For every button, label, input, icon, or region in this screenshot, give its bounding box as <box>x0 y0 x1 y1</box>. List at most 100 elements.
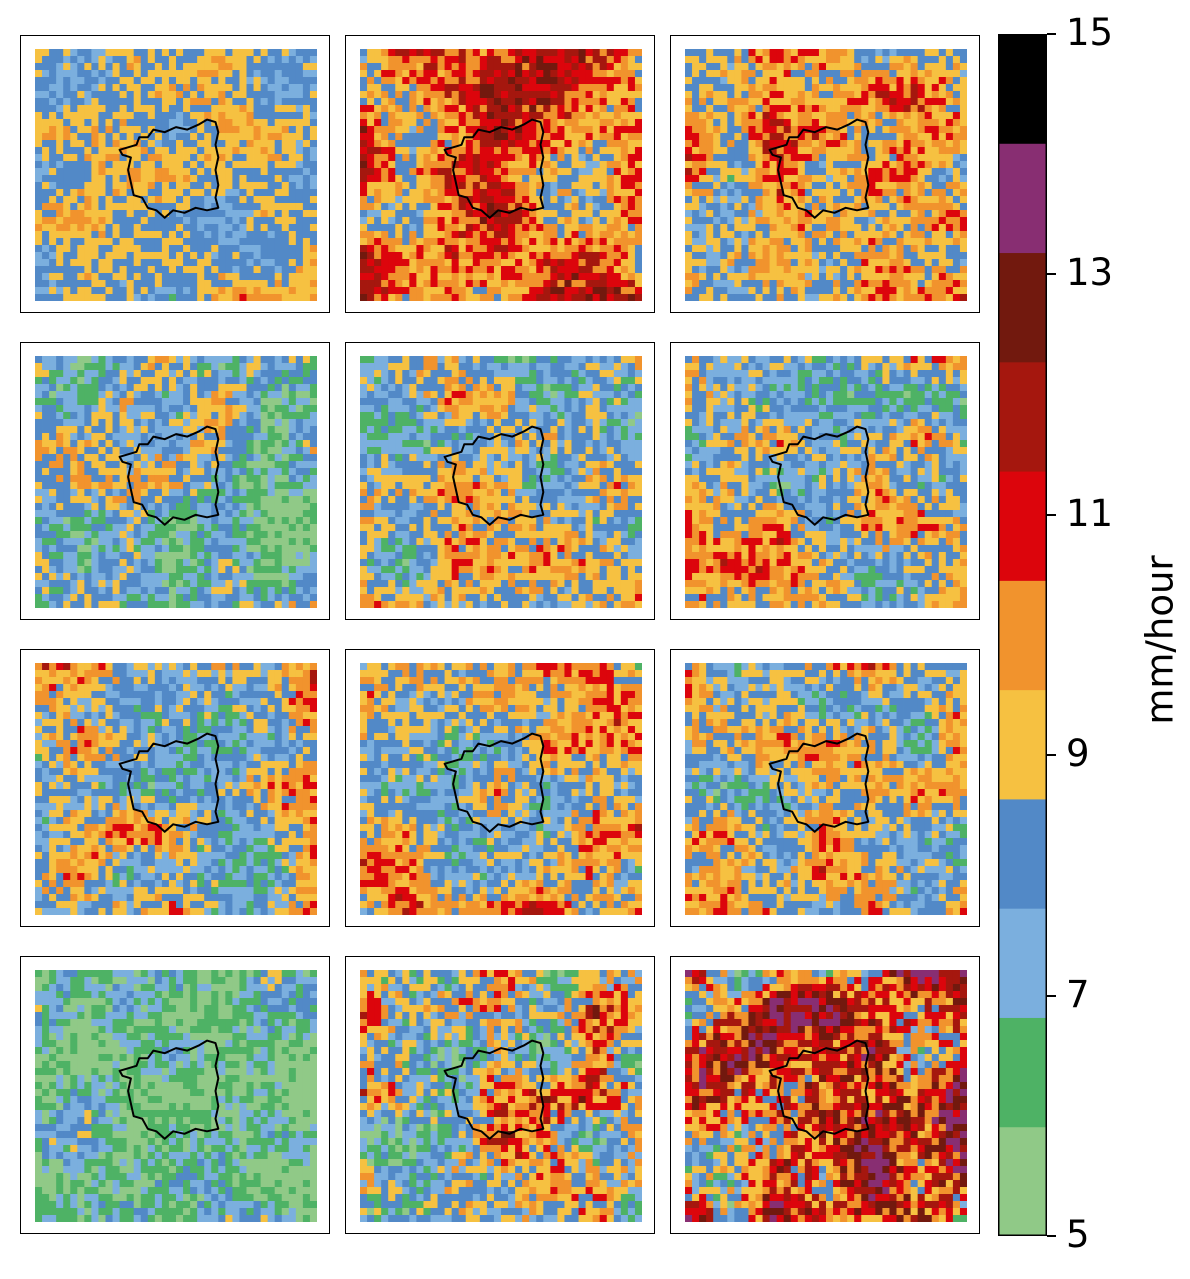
grid-cell <box>367 189 375 197</box>
grid-cell <box>699 252 707 260</box>
grid-cell <box>804 196 813 204</box>
grid-cell <box>288 56 297 64</box>
grid-cell <box>409 119 417 127</box>
grid-cell <box>119 419 128 427</box>
grid-cell <box>840 203 848 211</box>
grid-cell <box>755 70 763 78</box>
grid-cell <box>309 370 317 378</box>
grid-cell <box>952 91 961 99</box>
grid-cell <box>274 398 283 406</box>
grid-cell <box>713 133 721 141</box>
grid-cell <box>218 245 226 253</box>
grid-cell <box>959 189 967 197</box>
grid-cell <box>818 224 827 232</box>
grid-cell <box>430 91 438 99</box>
grid-cell <box>133 112 142 120</box>
grid-cell <box>416 231 424 239</box>
grid-cell <box>232 112 240 120</box>
grid-cell <box>211 273 219 281</box>
grid-cell <box>168 363 177 371</box>
grid-cell <box>302 454 311 462</box>
grid-cell <box>409 217 417 225</box>
grid-cell <box>63 245 71 253</box>
grid-cell <box>699 154 707 162</box>
grid-cell <box>627 84 636 92</box>
grid-cell <box>882 252 890 260</box>
grid-cell <box>98 217 106 225</box>
grid-cell <box>402 105 410 113</box>
grid-cell <box>522 91 530 99</box>
grid-cell <box>741 91 749 99</box>
grid-cell <box>861 287 869 295</box>
grid-cell <box>119 391 128 399</box>
grid-cell <box>225 105 233 113</box>
grid-cell <box>388 189 396 197</box>
grid-cell <box>112 363 120 371</box>
grid-cell <box>627 161 636 169</box>
grid-cell <box>720 168 728 176</box>
grid-cell <box>77 49 85 57</box>
grid-cell <box>126 189 135 197</box>
grid-cell <box>402 238 410 246</box>
grid-cell <box>63 168 71 176</box>
grid-cell <box>288 356 297 364</box>
grid-cell <box>423 238 431 246</box>
grid-cell <box>741 182 749 190</box>
grid-cell <box>797 56 806 64</box>
grid-cell <box>112 196 120 204</box>
grid-cell <box>288 377 297 385</box>
grid-cell <box>720 105 728 113</box>
grid-cell <box>381 252 389 260</box>
grid-cell <box>606 189 615 197</box>
grid-cell <box>409 280 417 288</box>
grid-cell <box>776 98 785 106</box>
grid-cell <box>720 210 728 218</box>
grid-cell <box>769 273 778 281</box>
grid-cell <box>451 280 460 288</box>
grid-cell <box>458 231 467 239</box>
grid-cell <box>868 154 876 162</box>
grid-cell <box>847 217 855 225</box>
grid-cell <box>49 182 57 190</box>
grid-cell <box>42 105 50 113</box>
grid-cell <box>804 63 813 71</box>
grid-cell <box>741 105 749 113</box>
grid-cell <box>720 217 728 225</box>
grid-cell <box>564 126 572 134</box>
grid-cell <box>811 168 820 176</box>
grid-cell <box>197 252 205 260</box>
grid-cell <box>578 238 586 246</box>
grid-cell <box>395 77 403 85</box>
grid-cell <box>176 419 184 427</box>
grid-cell <box>508 238 516 246</box>
grid-cell <box>479 140 488 148</box>
grid-cell <box>416 63 424 71</box>
grid-cell <box>374 70 382 78</box>
grid-cell <box>239 280 247 288</box>
grid-cell <box>522 245 530 253</box>
grid-cell <box>854 105 862 113</box>
grid-cell <box>98 266 106 274</box>
grid-cell <box>367 161 375 169</box>
grid-cell <box>458 273 467 281</box>
grid-cell <box>77 63 85 71</box>
grid-cell <box>288 105 297 113</box>
grid-cell <box>875 210 883 218</box>
grid-cell <box>246 238 254 246</box>
grid-cell <box>42 133 50 141</box>
grid-cell <box>875 140 883 148</box>
grid-cell <box>529 203 537 211</box>
grid-cell <box>35 412 43 420</box>
grid-cell <box>910 98 919 106</box>
grid-cell <box>529 217 537 225</box>
grid-cell <box>295 98 304 106</box>
grid-cell <box>444 91 453 99</box>
grid-cell <box>42 266 50 274</box>
grid-cell <box>232 63 240 71</box>
grid-cell <box>176 189 184 197</box>
grid-cell <box>952 63 961 71</box>
grid-cell <box>105 77 113 85</box>
grid-cell <box>204 294 212 301</box>
grid-cell <box>868 133 876 141</box>
grid-cell <box>797 133 806 141</box>
